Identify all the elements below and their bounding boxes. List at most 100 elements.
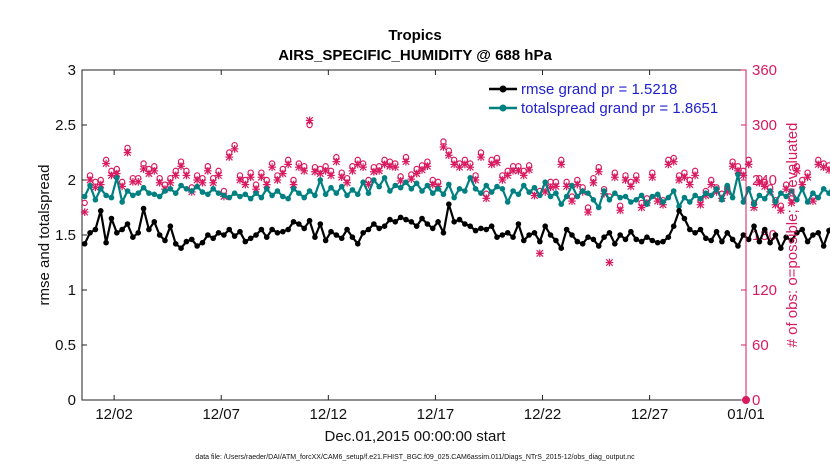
rmse-point [510,234,516,240]
rmse-point [87,230,93,236]
obs-evaluated-point [632,176,641,184]
rmse-point [328,228,334,235]
totalspread-point [772,199,779,205]
totalspread-point [242,191,249,198]
totalspread-point [253,190,259,196]
totalspread-point [322,191,329,198]
totalspread-point [810,190,816,196]
totalspread-point [713,186,720,192]
totalspread-point [290,186,297,192]
obs-possible-point [102,156,110,164]
obs-possible-point [97,176,104,184]
totalspread-point [520,182,527,189]
totalspread-point [617,194,623,201]
obs-possible-point [729,158,736,165]
obs-possible-point [590,174,597,182]
obs-possible-point [558,156,565,164]
totalspread-point [681,194,688,201]
obs-possible-point [92,178,99,186]
rmse-point [221,232,227,238]
rmse-point [488,223,495,229]
y-tick-right-label: 120 [752,282,777,299]
totalspread-point [92,197,99,203]
obs-possible-point [183,167,190,175]
obs-possible-point [263,176,270,184]
totalspread-point [601,188,607,194]
totalspread-point [221,192,227,199]
obs-evaluated-point [605,258,614,267]
obs-possible-point [681,169,688,176]
obs-possible-point [563,178,570,186]
rmse-point [649,237,656,244]
rmse-point [794,230,800,236]
obs-possible-point [284,156,292,164]
totalspread-point [499,186,506,192]
x-tick-label: 12/07 [202,406,240,423]
totalspread-point [622,193,629,200]
totalspread-point [676,203,682,210]
obs-evaluated-point [209,178,218,187]
rmse-point [735,243,741,249]
rmse-point [285,226,291,233]
totalspread-point [333,190,340,196]
legend-rmse-label: rmse grand pr = 1.5218 [521,81,677,98]
obs-possible-point [825,162,830,169]
totalspread-point [130,192,136,199]
rmse-point [537,238,543,245]
obs-possible-point [392,160,399,167]
totalspread-point [269,192,275,199]
legend-spread-label: totalspread grand pr = 1.8651 [521,100,718,117]
rmse-point [456,216,463,223]
obs-possible-point [408,171,415,178]
obs-possible-point [413,165,420,173]
obs-evaluated-point [123,148,132,157]
obs-possible-point [156,174,163,182]
x-tick-label: 12/27 [631,406,669,423]
rmse-point [178,245,184,251]
totalspread-point [397,184,404,191]
totalspread-point [146,190,152,196]
obs-possible-point [381,156,388,164]
totalspread-point [446,181,452,188]
rmse-point [585,234,591,240]
rmse-point [108,215,115,222]
y-tick-left-label: 0.5 [55,337,76,354]
rmse-point [167,223,174,229]
obs-evaluated-point [525,166,533,174]
rmse-point [783,234,789,240]
obs-evaluated-point [177,162,185,171]
rmse-point [467,223,474,229]
totalspread-point [392,182,399,189]
obs-possible-point [782,181,790,188]
rmse-point [194,243,200,249]
totalspread-point [194,183,200,190]
totalspread-point [103,192,109,199]
data-file-note: data file: /Users/raeder/DAI/ATM_forcXX/… [195,454,635,461]
obs-possible-point [777,202,785,209]
obs-possible-point [434,178,442,186]
totalspread-point [826,190,830,196]
totalspread-point [317,177,324,183]
obs-possible-point [440,138,447,145]
rmse-point [156,232,163,238]
rmse-point [563,226,570,233]
y-tick-left-label: 1.5 [55,227,76,244]
rmse-point [231,233,238,239]
obs-possible-point [161,181,169,188]
obs-evaluated-point [86,176,94,184]
obs-possible-point [815,156,822,164]
obs-evaluated-point [444,151,453,160]
obs-evaluated-point [112,169,121,178]
rmse-point [424,221,431,227]
y-tick-left-label: 1 [68,282,76,299]
obs-possible-point [793,163,801,170]
totalspread-point [274,188,281,194]
rmse-point [92,226,99,233]
rmse-point [290,219,297,225]
rmse-point [595,243,602,249]
totalspread-point [188,188,195,194]
rmse-point [515,221,522,227]
obs-possible-point [461,156,469,164]
rmse-point [478,225,484,232]
rmse-point [429,225,436,232]
